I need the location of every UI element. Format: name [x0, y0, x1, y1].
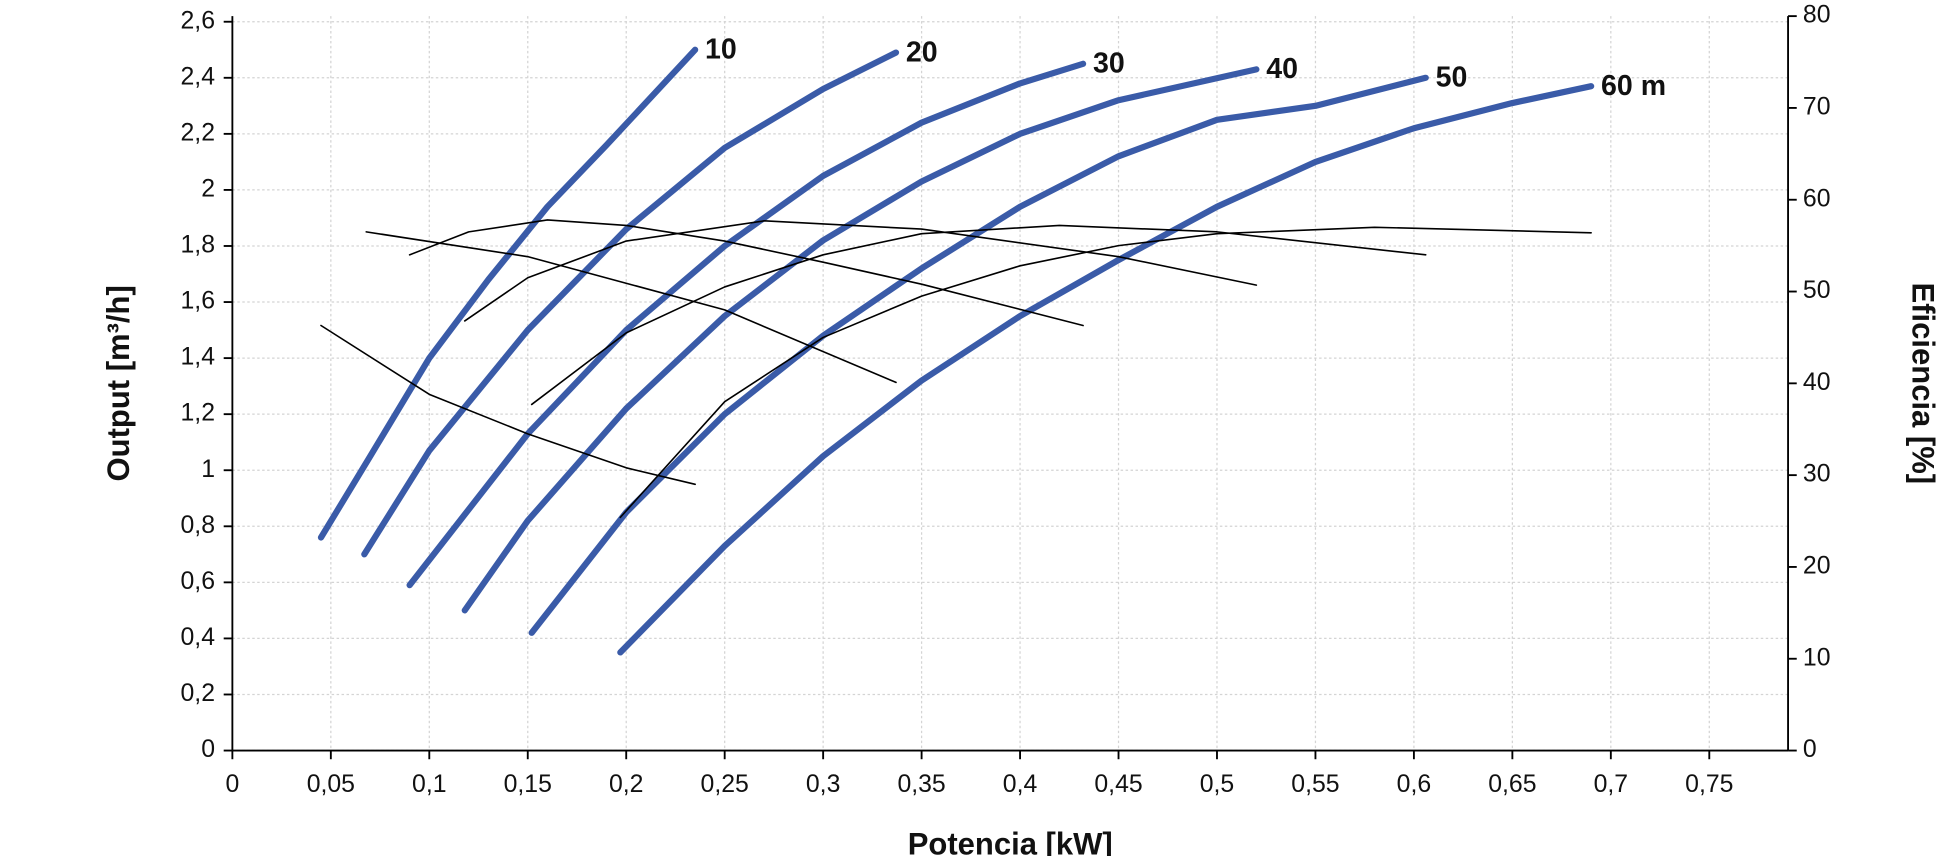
y2-tick-label: 60	[1803, 185, 1831, 212]
x-tick-label: 0,3	[806, 771, 840, 798]
curve-label: 60 m	[1601, 70, 1666, 102]
y2-tick-label: 80	[1803, 2, 1831, 29]
y2-tick-label: 20	[1803, 552, 1831, 579]
efficiency-curve	[619, 226, 1592, 519]
efficiency-curve	[408, 219, 1084, 327]
y-tick-label: 1	[201, 456, 215, 483]
output-curve	[406, 60, 1087, 589]
y-tick-label: 1,4	[181, 344, 216, 371]
y-tick-label: 1,6	[181, 288, 215, 315]
curve-label: 20	[906, 36, 938, 68]
y-tick-label: 0	[201, 736, 215, 763]
x-tick-label: 0,65	[1488, 771, 1536, 798]
x-tick-label: 0,05	[307, 771, 355, 798]
x-tick-label: 0,6	[1397, 771, 1431, 798]
x-tick-label: 0,55	[1291, 771, 1339, 798]
efficiency-curve	[530, 224, 1427, 406]
output-curve	[461, 66, 1260, 614]
y2-tick-label: 70	[1803, 93, 1831, 120]
y-axis-title: Output [m³/h]	[101, 285, 136, 481]
efficiency-curve	[320, 324, 696, 486]
x-tick-label: 0,25	[701, 771, 749, 798]
x-tick-label: 0,5	[1200, 771, 1234, 798]
y2-tick-label: 30	[1803, 461, 1831, 488]
output-curve	[361, 49, 900, 558]
y-tick-label: 0,6	[181, 568, 215, 595]
y2-tick-label: 40	[1803, 369, 1831, 396]
curve-label: 50	[1436, 62, 1468, 94]
x-tick-label: 0,4	[1003, 771, 1038, 798]
x-tick-label: 0,75	[1685, 771, 1733, 798]
y2-tick-label: 0	[1803, 736, 1817, 763]
y2-tick-label: 10	[1803, 644, 1831, 671]
x-tick-label: 0,15	[504, 771, 552, 798]
y-tick-label: 2,4	[181, 63, 216, 90]
output-curve	[317, 46, 699, 541]
x-axis-title: Potencia [kW]	[908, 826, 1113, 856]
x-tick-label: 0,2	[609, 771, 643, 798]
y-tick-label: 2	[201, 175, 215, 202]
x-tick-label: 0	[225, 771, 239, 798]
y-tick-label: 0,8	[181, 512, 215, 539]
y-tick-label: 1,8	[181, 232, 215, 259]
y2-axis-title: Eficiencia [%]	[1906, 283, 1941, 485]
curve-label: 30	[1093, 48, 1125, 80]
output-curve	[528, 74, 1429, 636]
x-tick-label: 0,1	[412, 771, 446, 798]
y-tick-label: 0,4	[181, 624, 216, 651]
y-tick-label: 0,2	[181, 680, 215, 707]
y-tick-label: 1,2	[181, 400, 215, 427]
y-tick-label: 2,2	[181, 119, 215, 146]
x-tick-label: 0,35	[897, 771, 945, 798]
output-curve	[617, 83, 1595, 656]
x-tick-label: 0,45	[1094, 771, 1142, 798]
y-tick-label: 2,6	[181, 7, 215, 34]
efficiency-curve	[463, 220, 1258, 322]
x-tick-label: 0,7	[1594, 771, 1628, 798]
efficiency-curve	[365, 231, 897, 384]
curve-label: 40	[1266, 53, 1298, 85]
curve-label: 10	[705, 34, 737, 66]
y2-tick-label: 50	[1803, 277, 1831, 304]
